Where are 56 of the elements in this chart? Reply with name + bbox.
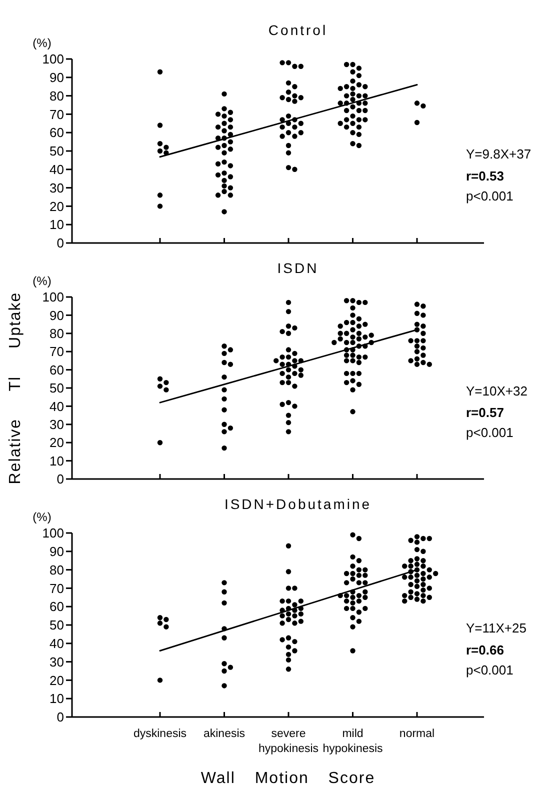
y-tick-label: 40 [50, 162, 64, 177]
y-tick-label: 40 [50, 398, 64, 414]
chart-title: Control [268, 22, 328, 38]
y-tick-label: 30 [50, 654, 64, 670]
y-tick-label: 80 [50, 562, 64, 578]
x-tick-label: mild hypokinesis [322, 728, 384, 755]
y-tick-label: 60 [50, 599, 64, 614]
y-tick-label: 80 [50, 88, 64, 104]
y-tick-label: 0 [56, 236, 64, 251]
annotation: Y=10X+32 [466, 383, 528, 398]
y-tick-label: 50 [50, 618, 64, 633]
y-tick-label: 50 [50, 144, 64, 159]
chart-title: ISDN [277, 260, 319, 276]
y-tick-label: 60 [50, 362, 64, 378]
y-tick-label: 50 [50, 380, 64, 396]
y-tick-label: 100 [42, 52, 64, 67]
chart-title: ISDN+Dobutamine [224, 496, 372, 512]
y-tick-label: 60 [50, 125, 64, 140]
y-tick-label: 30 [50, 416, 64, 432]
annotation: Y=11X+25 [466, 620, 526, 636]
y-tick-label: 10 [50, 453, 64, 468]
y-tick-label: 70 [50, 580, 64, 596]
y-tick-label: 100 [42, 290, 64, 305]
x-tick-label: severe hypokinesis [258, 728, 319, 755]
line-series [159, 84, 418, 158]
y-axis-title: (%) [32, 36, 52, 50]
y-tick-label: 90 [50, 308, 64, 323]
y-tick-label: 70 [50, 344, 64, 360]
y-tick-label: 80 [50, 326, 64, 341]
y-tick-label: 0 [56, 710, 64, 725]
annotation: p<0.001 [466, 425, 514, 440]
annotation: p<0.001 [466, 662, 514, 678]
y-tick-label: 10 [50, 691, 64, 706]
text: Relative Tl Uptake [7, 292, 24, 484]
annotation: p<0.001 [466, 188, 514, 204]
x-tick-label: akinesis [203, 728, 246, 740]
y-tick-label: 10 [50, 217, 64, 232]
annotation: r=0.53 [466, 168, 504, 184]
y-tick-label: 30 [50, 180, 64, 196]
x-axis-title: Wall Motion Score [200, 770, 376, 787]
y-tick-label: 20 [50, 435, 64, 450]
y-tick-label: 100 [42, 526, 64, 541]
y-axis-title: (%) [32, 510, 52, 524]
y-tick-label: 20 [50, 198, 64, 214]
x-tick-label: normal [399, 728, 435, 740]
y-tick-label: 90 [50, 544, 64, 559]
y-tick-label: 90 [50, 70, 64, 85]
annotation: r=0.66 [466, 642, 504, 658]
x-tick-label: dyskinesis [133, 728, 187, 740]
y-axis-title: (%) [32, 274, 52, 288]
annotation: Y=9.8X+37 [466, 146, 532, 162]
y-tick-label: 20 [50, 672, 64, 688]
y-tick-label: 0 [56, 472, 64, 487]
y-tick-label: 40 [50, 636, 64, 651]
y-tick-label: 70 [50, 106, 64, 122]
annotation: r=0.57 [466, 405, 504, 420]
